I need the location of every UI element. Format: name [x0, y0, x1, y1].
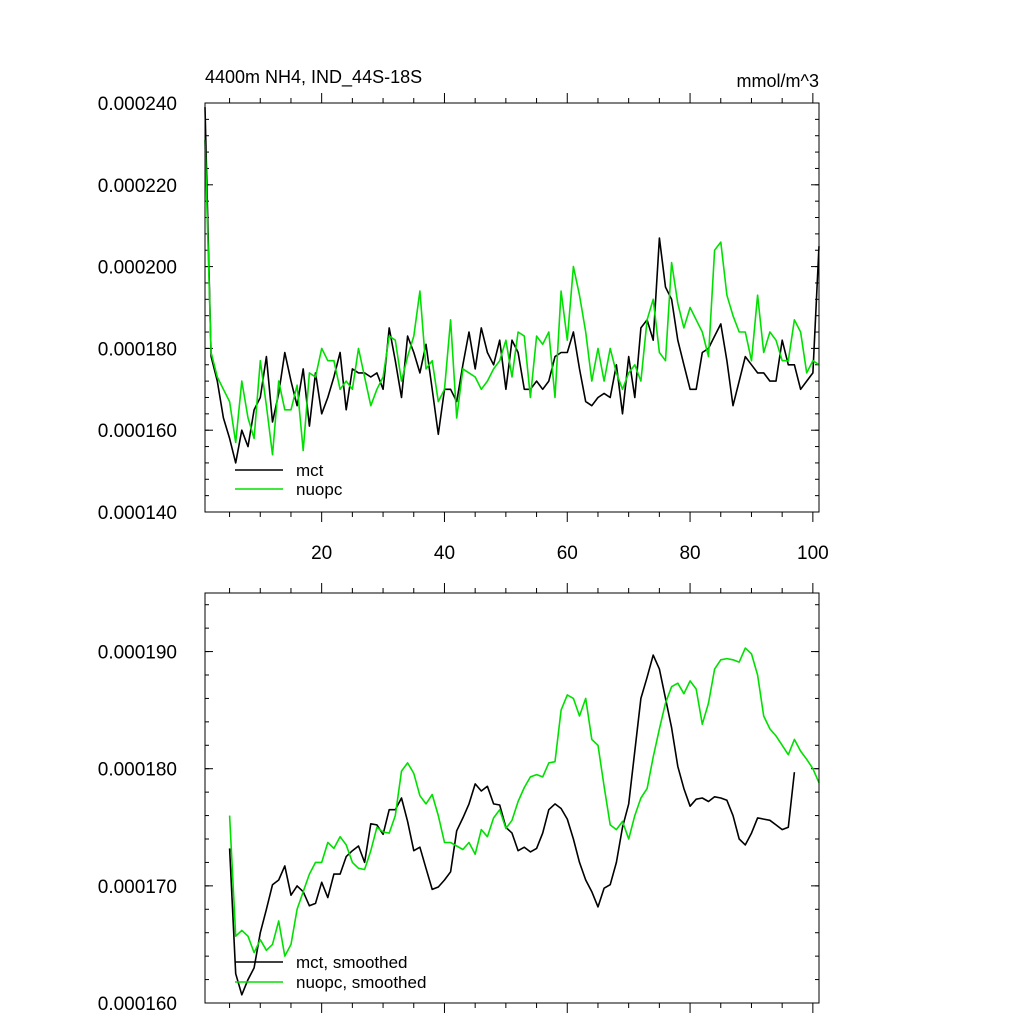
plot-frame: [204, 102, 820, 513]
y-tick-label: 0.000220: [98, 176, 177, 197]
legend-label-nuopc-smoothed: nuopc, smoothed: [296, 973, 426, 992]
series-line-nuopc: [204, 139, 820, 456]
series-group: [204, 107, 820, 464]
series-line-mct-smoothed: [228, 654, 796, 996]
tick-marks: [205, 583, 819, 1013]
y-tick-label: 0.000190: [98, 643, 177, 664]
series-line-nuopc-smoothed: [228, 647, 820, 957]
series-group: [228, 647, 820, 996]
y-tick-label: 0.000240: [98, 94, 177, 115]
y-tick-label: 0.000200: [98, 258, 177, 279]
y-tick-label: 0.000160: [98, 994, 177, 1015]
legend: mct, smoothed nuopc, smoothed: [235, 953, 426, 992]
x-tick-label: 100: [797, 543, 829, 564]
y-tick-label: 0.000170: [98, 877, 177, 898]
chart-title: 4400m NH4, IND_44S-18S: [205, 67, 422, 88]
x-tick-label: 20: [311, 543, 332, 564]
top-chart: 4400m NH4, IND_44S-18S mmol/m^3 0.000140…: [98, 67, 829, 564]
legend: mct nuopc: [235, 461, 343, 499]
y-tick-label: 0.000160: [98, 421, 177, 442]
tick-marks: [205, 93, 819, 522]
x-tick-labels: 20 40 60 80 100: [311, 543, 829, 564]
bottom-chart: 0.000160 0.000170 0.000180 0.000190 mct, sm…: [98, 583, 820, 1015]
y-tick-label: 0.000180: [98, 339, 177, 360]
y-tick-labels: 0.000160 0.000170 0.000180 0.000190: [98, 643, 177, 1015]
x-tick-label: 40: [434, 543, 455, 564]
y-tick-label: 0.000180: [98, 760, 177, 781]
units-label: mmol/m^3: [737, 71, 819, 91]
legend-label-nuopc: nuopc: [296, 480, 343, 499]
plot-frame: [204, 592, 820, 1004]
y-tick-labels: 0.000140 0.000160 0.000180 0.000200 0.000220…: [98, 94, 177, 524]
x-tick-label: 80: [679, 543, 700, 564]
legend-label-mct: mct: [296, 461, 324, 480]
x-tick-label: 60: [557, 543, 578, 564]
y-tick-label: 0.000140: [98, 503, 177, 524]
series-line-mct: [204, 107, 820, 464]
legend-label-mct-smoothed: mct, smoothed: [296, 953, 408, 972]
